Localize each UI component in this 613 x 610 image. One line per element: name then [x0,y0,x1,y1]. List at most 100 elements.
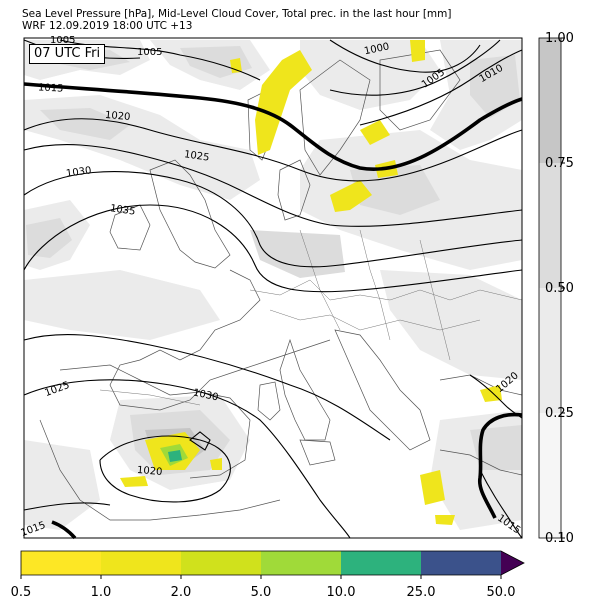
isobar-line [329,39,501,96]
great-britain-coast [149,159,231,269]
sicily-coast [299,439,336,466]
coastline-layer [39,49,523,521]
country-border [299,229,341,331]
cloud-cover-layer [24,40,522,530]
isobar-1015-line [23,82,523,171]
precip-colorbar [20,550,525,579]
isobar-layer [23,39,523,539]
precip-colorbar-extend-arrow [501,551,524,575]
precip-layer [120,40,502,525]
isobar-line [23,204,523,293]
precip-area [435,515,455,525]
precip-colorbar-label: 1.0 [90,585,112,600]
precip-colorbar-label: 50.0 [486,585,516,600]
isobar-label: 1035 [109,203,136,217]
country-border [419,239,451,361]
isobar-line [23,334,391,441]
cloud-area [24,440,100,530]
iberia-coast [59,364,251,479]
isobar-label: 1005 [50,35,75,46]
isobar-label: 1020 [105,110,131,123]
precip-area [168,450,182,462]
finland-coast [379,49,461,131]
country-border [99,389,201,406]
cloud-area [24,270,220,340]
isobar-line [23,379,351,539]
precip-colorbar-label: 25.0 [406,585,436,600]
precip-colorbar-segment [421,551,501,575]
isobar-label: 1020 [137,465,163,478]
black-sea-coast [439,374,523,396]
cloud-area [470,55,520,118]
isobar-line [189,431,211,451]
precip-area [120,476,148,487]
chart-title: Sea Level Pressure [hPa], Mid-Level Clou… [22,8,452,20]
isobar-1015-line [477,412,523,519]
isobar-line [359,49,523,126]
isobar-line [23,171,523,268]
cloud-colorbar-label: 1.00 [545,31,574,46]
precip-area [210,458,222,470]
precip-colorbar-segment [101,551,181,575]
precip-area [255,50,312,155]
corsica-sardinia-coast [257,381,281,421]
continental-coast [109,269,331,411]
isobar-label: 1030 [192,387,219,403]
cloud-colorbar-segment [539,288,561,413]
cloud-colorbar-label: 0.25 [545,406,574,421]
cloud-colorbar-segment [539,163,561,288]
country-border [269,309,481,331]
country-border [359,229,391,341]
cloud-area [250,230,345,278]
cloud-colorbar-label: 0.50 [545,281,574,296]
cloud-colorbar-label: 0.10 [545,531,574,546]
precip-area [480,385,502,402]
denmark-coast [277,159,311,221]
precip-colorbar-segment [21,551,101,575]
isobar-line [329,39,481,73]
country-border [249,279,523,301]
map-frame [23,37,523,539]
precip-area [410,40,425,62]
isobar-line [479,469,523,539]
cloud-colorbar-segment [539,413,561,538]
isobar-label: 1000 [363,41,390,57]
precip-colorbar-label: 5.0 [250,585,272,600]
precip-colorbar-frame [20,550,525,576]
isobar-line [23,144,523,227]
isobar-label: 1030 [65,165,92,179]
isobar-label: 1015 [38,82,64,94]
isobar-1015-layer [23,82,523,540]
balkan-coast [334,329,431,451]
aegean-coast [439,449,523,476]
precip-colorbar-segment [261,551,341,575]
isobar-1015-line [51,520,77,540]
cloud-area [300,40,440,110]
cloud-area [380,270,522,380]
precip-colorbar-segment [341,551,421,575]
isobar-label: 1005 [137,47,162,58]
isobar-line [99,435,231,503]
cloud-area [350,165,440,215]
chart-subtitle: WRF 12.09.2019 18:00 UTC +13 [22,20,193,32]
precip-colorbar-label: 0.5 [10,585,32,600]
cloud-area [40,108,130,140]
cloud-colorbar-segment [539,38,561,163]
precip-colorbar-label: 10.0 [326,585,356,600]
cloud-colorbar [538,37,565,539]
precip-area [420,470,445,505]
sweden-coast [299,59,371,176]
border-layer [99,229,523,406]
north-africa-coast [39,419,281,521]
precip-area [330,180,372,212]
isobar-line [23,502,111,511]
valid-time-label: 07 UTC Fri [29,44,106,64]
precip-colorbar-segment [181,551,261,575]
cloud-colorbar-label: 0.75 [545,156,574,171]
isobar-line [23,118,523,182]
isobar-label: 1025 [183,149,210,163]
cloud-area [26,218,72,258]
precip-area [230,58,242,73]
precip-colorbar-label: 2.0 [170,585,192,600]
